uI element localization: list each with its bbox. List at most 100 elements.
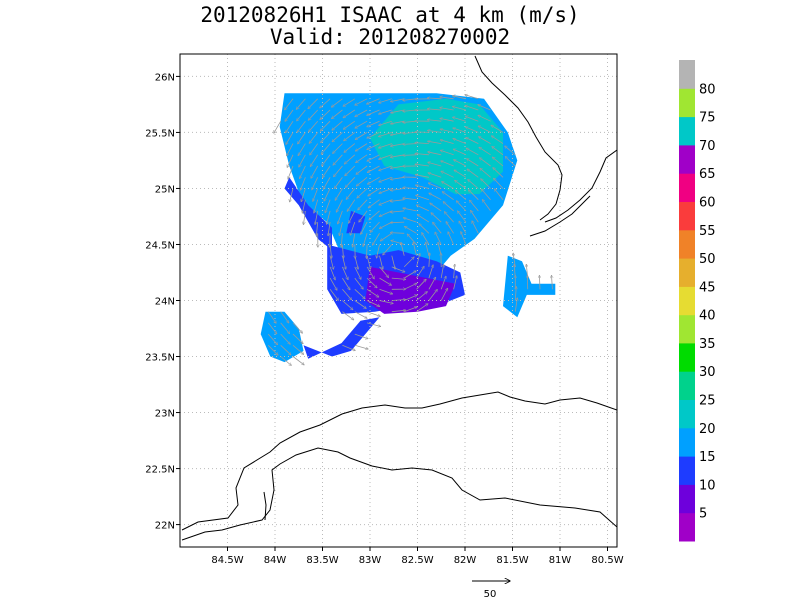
colorbar-swatch [679,201,695,231]
wind-vector [390,188,405,191]
wind-vector [443,202,454,212]
wind-vector [390,233,405,234]
wind-vector [390,176,405,179]
wind-vector [333,154,343,165]
wind-vector [274,120,282,133]
colorbar: 5 10 15 20 25 30 35 40 45 50 55 60 65 70 75 80 [679,60,716,542]
wind-vector [280,311,289,323]
wind-vector [320,109,331,120]
wind-vector [446,222,454,234]
wind-vector [440,150,454,156]
wind-vector [302,199,306,214]
wind-vector [329,266,335,280]
wind-vector [491,125,504,133]
wind-vector [458,211,467,223]
colorbar-label: 55 [699,224,716,239]
wind-vector [363,233,368,246]
wind-vector [297,109,306,121]
wind-vector [372,233,380,245]
wind-vector [465,116,479,122]
y-tick-label: 26N [155,72,175,83]
florida-east-coast [544,149,617,223]
wind-vector [441,171,454,178]
wind-vector [448,232,454,245]
wind-vector [280,333,291,344]
wind-vector [455,180,467,189]
colorbar-swatch [679,229,695,259]
wind-vector [296,98,306,110]
wind-vector [329,255,333,270]
wind-vector [309,120,319,132]
wind-vector [403,188,417,189]
wind-vector [467,169,479,178]
wind-vector [403,155,417,156]
wind-vector [334,177,343,188]
cuba-isle-coast [263,491,267,521]
wind-vector [391,98,405,102]
wind-vector [354,277,364,289]
wind-vector [415,132,429,133]
wind-vector [454,160,467,167]
colorbar-label: 15 [699,450,716,465]
wind-vector [379,288,393,294]
wind-region-west-edge [284,177,332,251]
wind-vector [361,221,368,234]
wind-vector [465,95,479,100]
y-tick-label: 25.5N [145,128,175,139]
wind-vector [336,199,343,213]
wind-vector [357,188,368,199]
wind-vector [330,244,332,259]
x-tick-label: 83.5W [306,555,338,566]
wind-vector [354,311,367,319]
wind-vector [379,221,392,228]
y-tick-label: 22N [155,521,175,532]
wind-vector [338,210,343,224]
wind-vector [322,165,331,178]
x-tick-label: 81W [549,555,572,566]
wind-vector [300,177,306,190]
wind-vector [416,266,425,279]
wind-vector [428,173,442,178]
colorbar-swatch [679,286,695,316]
wind-vector [321,143,331,155]
wind-vector [299,165,306,179]
wind-vector [404,295,417,301]
wind-vector [428,141,442,144]
wind-vector [453,139,467,144]
wind-vector [328,222,331,236]
colorbar-swatch [679,88,695,118]
x-tick-label: 84W [264,555,287,566]
y-axis-ticks: 22N 22.5N 23N 23.5N 24N 24.5N 25N 25.5N 26N [145,72,180,532]
wind-vector [308,98,318,109]
wind-vector [367,176,380,184]
wind-vector [347,199,356,212]
wind-vector [267,333,277,345]
wind-vector [415,143,429,144]
wind-vector [428,162,442,167]
wind-vector [379,255,383,270]
wind-vector [403,98,417,101]
wind-vector [368,188,380,197]
wind-vector [342,266,348,280]
wind-vector [367,154,380,161]
wind-vector [456,201,467,212]
wind-vector [494,189,504,200]
wind-vector [403,144,417,145]
wind-vector [452,96,466,100]
wind-vector [466,138,479,144]
reference-vector: 50 [472,581,510,600]
wind-vector [505,146,516,156]
wind-vector [342,255,345,270]
wind-vector [442,192,454,201]
wind-vector [288,165,294,179]
wind-vector [441,161,454,167]
wind-vector [390,143,405,147]
wind-vector [416,304,429,313]
wind-vector [428,265,433,279]
wind-vector [309,132,319,143]
x-tick-label: 83W [359,555,382,566]
wind-vector [350,221,356,235]
wind-vector [354,300,367,309]
wind-vector [479,158,491,167]
wind-vector [354,289,365,299]
